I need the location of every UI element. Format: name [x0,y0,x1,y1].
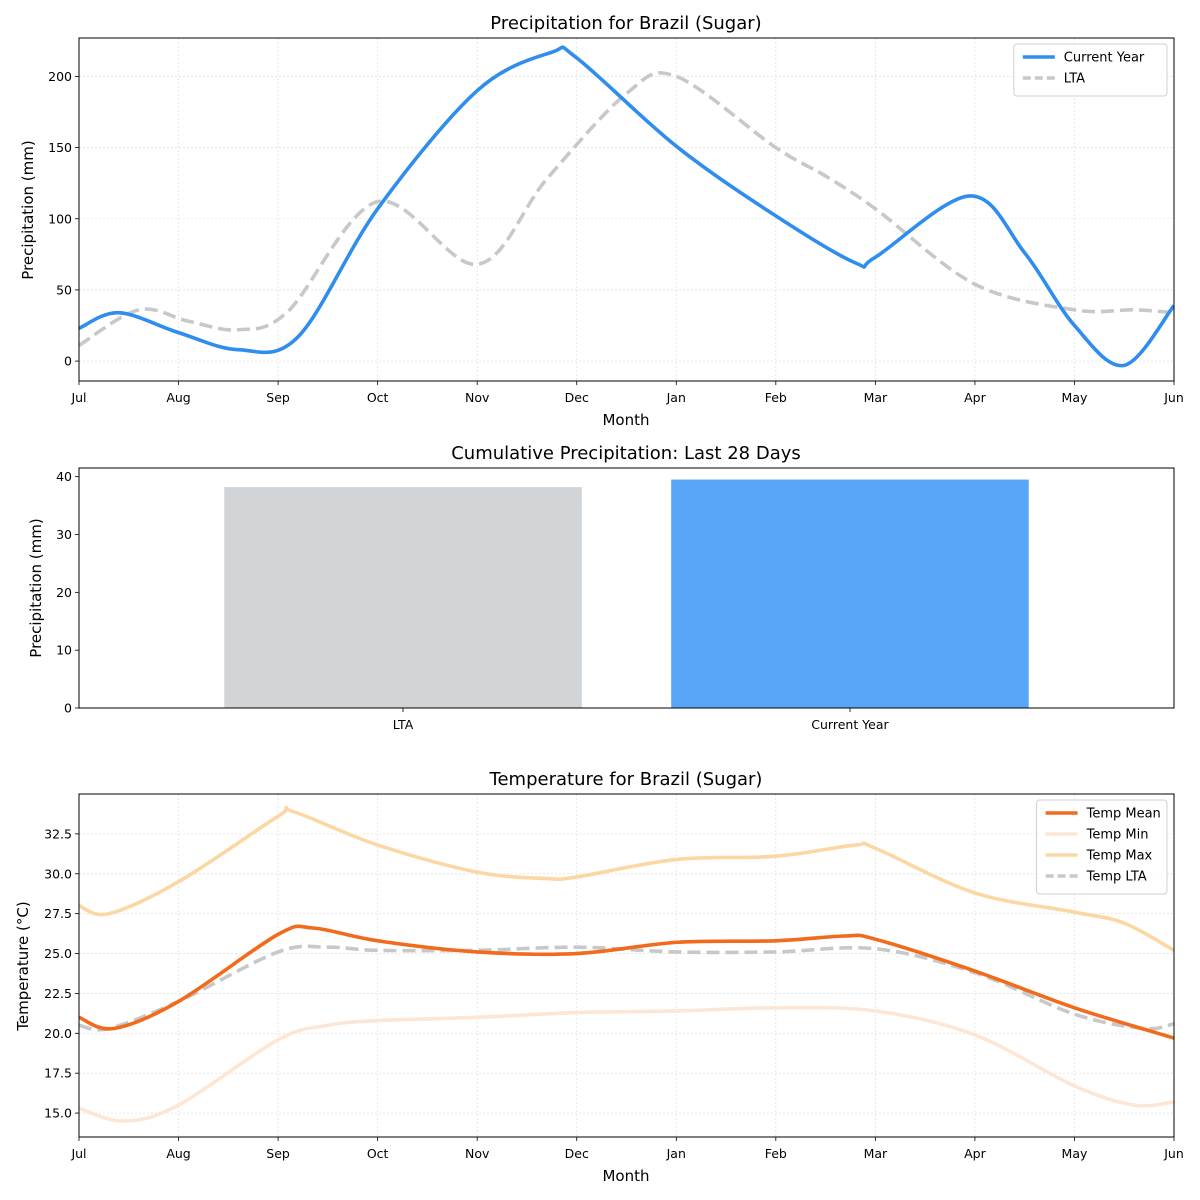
temperature-line-chart: Temperature for Brazil (Sugar) Month Tem… [14,769,1184,1185]
y-tick-label: 50 [56,282,72,297]
x-tick-label: Feb [765,390,787,405]
x-tick-label: Jan [666,1146,686,1161]
legend-label-temp-max: Temp Max [1086,849,1153,864]
y-tick-label: 22.5 [44,986,72,1001]
y-axis-label: Precipitation (mm) [27,518,45,657]
x-tick-label: Oct [367,1146,389,1161]
series-line-current-year [79,45,1174,368]
x-tick-label: Jul [70,1146,86,1161]
legend-label-temp-min: Temp Min [1086,828,1149,843]
bar-lta [224,487,582,708]
plot-frame [78,467,1175,709]
x-tick-label: May [1062,1146,1088,1161]
y-tick-label: 0 [64,701,72,716]
y-tick-label: 17.5 [44,1066,72,1081]
plot-frame [78,37,1175,382]
cumulative-bar-chart: Cumulative Precipitation: Last 28 Days P… [27,443,1175,732]
x-tick-label: Nov [465,390,490,405]
x-tick-label: Current Year [811,717,889,732]
y-tick-label: 40 [56,469,72,484]
y-tick-label: 20.0 [44,1026,72,1041]
x-tick-label: Mar [864,390,888,405]
x-tick-label: Sep [266,1146,290,1161]
x-axis-label: Month [602,411,649,429]
y-tick-label: 30 [56,527,72,542]
x-tick-label: Aug [166,390,190,405]
x-tick-label: Sep [266,390,290,405]
precipitation-line-chart: Precipitation for Brazil (Sugar) Month P… [19,13,1184,429]
series-line-temp-mean [79,924,1174,1040]
x-tick-label: Apr [964,390,986,405]
legend-label-lta: LTA [1064,72,1085,87]
legend-label-current-year: Current Year [1064,51,1145,66]
y-tick-label: 150 [48,140,72,155]
x-tick-label: Dec [565,1146,589,1161]
series-line-lta [79,71,1174,347]
y-tick-label: 27.5 [44,906,72,921]
chart-title: Cumulative Precipitation: Last 28 Days [451,443,801,464]
y-axis-label: Temperature (°C) [14,901,32,1031]
y-tick-label: 15.0 [44,1106,72,1121]
y-tick-label: 25.0 [44,946,72,961]
y-tick-label: 100 [48,211,72,226]
series-line-temp-max [79,805,1174,952]
chart-title: Precipitation for Brazil (Sugar) [490,13,761,34]
y-tick-label: 200 [48,69,72,84]
x-tick-label: Dec [565,390,589,405]
series-line-temp-min [79,1005,1174,1123]
series-line-temp-lta [79,944,1174,1032]
y-axis-label: Precipitation (mm) [19,140,37,279]
bar-current-year [671,479,1029,708]
chart-title: Temperature for Brazil (Sugar) [489,769,763,790]
y-tick-label: 10 [56,643,72,658]
x-tick-label: Jun [1163,1146,1184,1161]
legend-box [1036,799,1168,895]
x-tick-label: Nov [465,1146,490,1161]
x-axis-label: Month [602,1167,649,1185]
x-tick-label: Mar [864,1146,888,1161]
x-tick-label: Oct [367,390,389,405]
y-tick-label: 20 [56,585,72,600]
x-tick-label: Feb [765,1146,787,1161]
legend-label-temp-lta: Temp LTA [1086,870,1147,885]
x-tick-label: LTA [393,717,414,732]
y-tick-label: 32.5 [44,826,72,841]
x-tick-label: Jul [70,390,86,405]
x-tick-label: Jan [666,390,686,405]
x-tick-label: Aug [166,1146,190,1161]
y-tick-label: 0 [64,354,72,369]
x-tick-label: Jun [1163,390,1184,405]
x-tick-label: Apr [964,1146,986,1161]
legend-label-temp-mean: Temp Mean [1086,807,1161,822]
plot-frame [78,793,1175,1138]
y-tick-label: 30.0 [44,866,72,881]
x-tick-label: May [1062,390,1088,405]
